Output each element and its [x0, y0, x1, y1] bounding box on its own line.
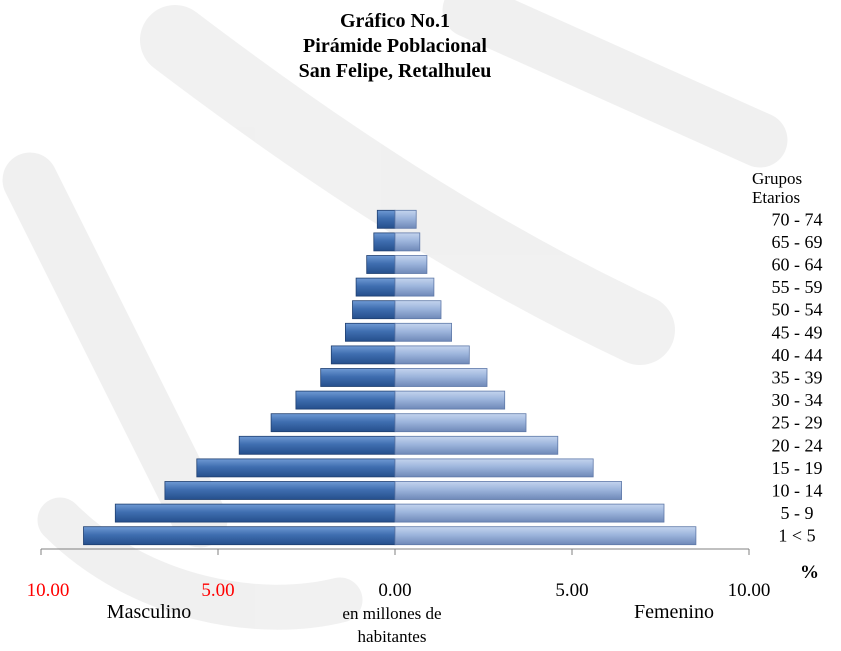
series-label-femenino: Femenino: [634, 601, 714, 623]
category-label-13: 65 - 69: [772, 232, 823, 252]
bar-masculino-8: [330, 345, 396, 365]
category-header: Grupos Etarios: [752, 169, 802, 207]
bar-femenino-5: [394, 413, 527, 433]
bar-masculino-14: [376, 209, 396, 229]
bar-femenino-12: [394, 255, 428, 274]
category-label-5: 25 - 29: [772, 413, 823, 433]
category-label-1: 5 - 9: [781, 503, 814, 523]
bar-masculino-10: [352, 300, 396, 320]
category-label-4: 20 - 24: [772, 435, 823, 455]
x-tick-label-1: 5.00: [201, 580, 234, 601]
x-axis: 10.00 5.00 0.00 5.00 10.00: [27, 548, 771, 601]
category-label-14: 70 - 74: [772, 209, 823, 229]
bar-masculino-7: [320, 368, 396, 387]
watermark: [2, 0, 788, 630]
category-label-10: 50 - 54: [772, 300, 823, 320]
bar-masculino-11: [355, 277, 396, 297]
bar-masculino-1: [114, 503, 396, 523]
bar-femenino-11: [394, 277, 435, 297]
bar-masculino-0: [83, 526, 396, 546]
title-line-2: Pirámide Poblacional: [303, 35, 487, 57]
bar-masculino-3: [196, 458, 396, 478]
bar-masculino-2: [164, 481, 396, 500]
bar-femenino-10: [394, 300, 442, 320]
bar-masculino-13: [373, 232, 396, 252]
bar-femenino-7: [394, 368, 488, 387]
x-tick-label-3: 5.00: [555, 580, 588, 601]
bars-group: [83, 209, 697, 546]
category-label-8: 40 - 44: [772, 345, 823, 365]
category-label-6: 30 - 34: [772, 390, 823, 410]
title-line-3: San Felipe, Retalhuleu: [299, 60, 492, 82]
series-label-masculino: Masculino: [107, 601, 191, 623]
bar-femenino-0: [394, 526, 697, 546]
bar-femenino-2: [394, 481, 623, 500]
bar-femenino-3: [394, 458, 594, 478]
bar-masculino-12: [366, 255, 396, 274]
bar-masculino-9: [344, 322, 396, 342]
chart-title: Gráfico No.1 Pirámide Poblacional San Fe…: [299, 10, 492, 82]
category-label-7: 35 - 39: [772, 368, 823, 388]
bar-femenino-8: [394, 345, 470, 365]
percent-label: %: [800, 562, 819, 583]
x-tick-label-2: 0.00: [378, 580, 411, 601]
bar-femenino-13: [394, 232, 421, 252]
x-axis-label-line-2: habitantes: [358, 627, 427, 646]
x-axis-label-line-1: en millones de: [342, 604, 441, 623]
category-header-line-2: Etarios: [752, 188, 800, 207]
bar-masculino-4: [238, 435, 396, 455]
category-label-11: 55 - 59: [772, 277, 823, 297]
category-label-9: 45 - 49: [772, 322, 823, 342]
bar-masculino-6: [295, 390, 396, 410]
category-label-2: 10 - 14: [772, 481, 823, 501]
title-line-1: Gráfico No.1: [340, 10, 450, 32]
category-label-0: 1 < 5: [778, 526, 815, 546]
category-header-line-1: Grupos: [752, 169, 802, 188]
bar-femenino-14: [394, 209, 417, 229]
bar-femenino-9: [394, 322, 452, 342]
bar-femenino-1: [394, 503, 665, 523]
bar-femenino-6: [394, 390, 506, 410]
x-tick-label-0: 10.00: [27, 580, 70, 601]
category-label-3: 15 - 19: [772, 458, 823, 478]
x-tick-label-4: 10.00: [728, 580, 771, 601]
bar-femenino-4: [394, 435, 559, 455]
category-label-12: 60 - 64: [772, 255, 823, 275]
bar-masculino-5: [270, 413, 396, 433]
